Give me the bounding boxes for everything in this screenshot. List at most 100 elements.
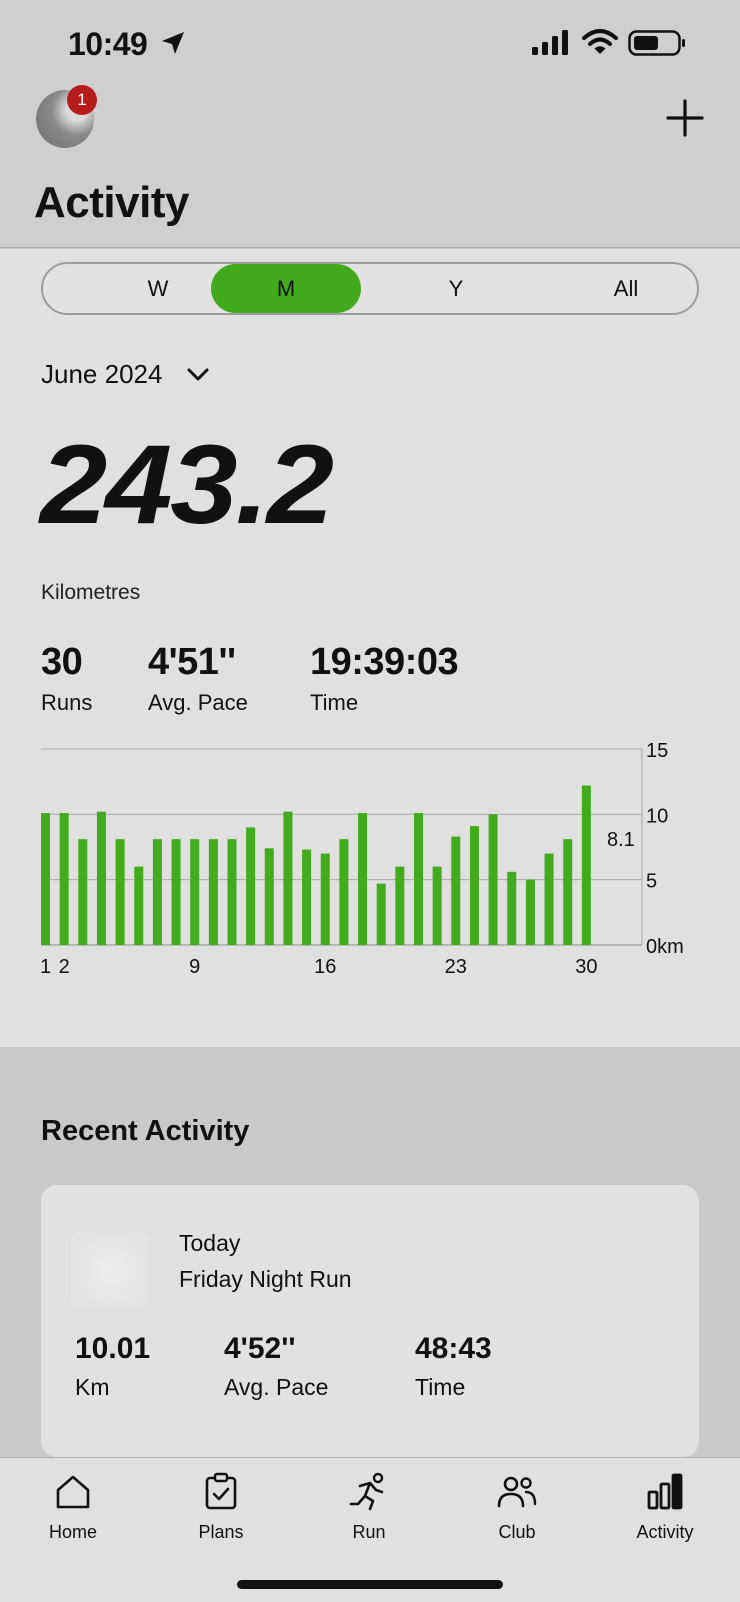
chart-bar — [432, 866, 442, 945]
chart-x-tick-label: 1 — [40, 956, 51, 978]
activity-time: 48:43 Time — [415, 1332, 492, 1401]
pace-stat: 4'51'' Avg. Pace — [148, 641, 248, 716]
chart-bar — [395, 866, 405, 945]
tab-year[interactable]: Y — [448, 276, 464, 301]
chart-bar — [246, 827, 256, 945]
time-value: 19:39:03 — [310, 641, 459, 683]
chart-x-tick-label: 23 — [445, 956, 467, 978]
chart-bar — [339, 839, 349, 945]
chart-bar — [320, 853, 330, 945]
bar-chart-icon — [647, 1473, 683, 1510]
nav-home[interactable]: Home — [13, 1472, 133, 1543]
time-stat: 19:39:03 Time — [310, 641, 459, 716]
chart-x-tick-label: 2 — [59, 956, 70, 978]
chart-y-tick-label: 5 — [646, 871, 657, 893]
chart-bar — [227, 839, 237, 945]
page-title: Activity — [34, 178, 189, 227]
nav-plans-label: Plans — [198, 1522, 244, 1542]
clipboard-check-icon — [205, 1472, 237, 1510]
nav-plans[interactable]: Plans — [161, 1472, 281, 1543]
bottom-tab-bar: Home Plans Run Club Activity — [0, 1457, 740, 1602]
chart-bar — [134, 866, 144, 945]
pace-label: Avg. Pace — [148, 690, 248, 715]
recent-activity-title: Recent Activity — [41, 1115, 250, 1147]
total-distance: 243.2 — [40, 422, 334, 547]
activity-distance-label: Km — [75, 1374, 110, 1400]
nav-club-label: Club — [498, 1522, 536, 1542]
chart-bar — [96, 811, 106, 945]
tab-month[interactable]: M — [211, 264, 361, 313]
nav-run-label: Run — [352, 1522, 386, 1542]
chart-y-tick-label: 15 — [646, 740, 668, 762]
header: 10:49 1 Activity — [0, 0, 740, 248]
chart-y-tick-label: 10 — [646, 805, 668, 827]
activity-pace: 4'52'' Avg. Pace — [224, 1332, 328, 1401]
monthly-distance-chart: 15 10 5 0km 8.1 1 2 9 16 23 30 — [40, 740, 684, 978]
activity-date: Today — [179, 1230, 241, 1256]
runs-stat: 30 Runs — [41, 641, 92, 716]
activity-time-label: Time — [415, 1374, 466, 1400]
chart-bar — [171, 839, 181, 945]
time-label: Time — [310, 690, 359, 715]
chart-bar — [563, 839, 573, 945]
activity-summary: W M Y All June 2024 243.2 Kilometres 30 … — [0, 249, 740, 1047]
chart-bar — [78, 839, 88, 945]
distance-unit: Kilometres — [41, 581, 141, 604]
chart-bar — [525, 879, 535, 945]
nav-run[interactable]: Run — [309, 1472, 429, 1543]
chart-bar — [152, 839, 162, 945]
chart-bar — [115, 839, 125, 945]
tab-all[interactable]: All — [613, 276, 639, 301]
cellular-signal-icon — [532, 30, 568, 55]
people-icon — [497, 1476, 537, 1508]
chart-x-tick-label: 30 — [575, 956, 597, 978]
nav-activity[interactable]: Activity — [605, 1472, 725, 1543]
activity-pace-value: 4'52'' — [224, 1332, 296, 1365]
recent-activity-card[interactable]: Today Friday Night Run 10.01 Km 4'52'' A… — [41, 1185, 699, 1457]
chart-bar — [283, 811, 293, 945]
runs-label: Runs — [41, 690, 93, 715]
chart-y-tick-label: 0km — [646, 936, 684, 958]
chart-bar — [414, 813, 423, 945]
status-time: 10:49 — [68, 26, 148, 62]
chart-bar — [376, 883, 386, 945]
chart-average-label: 8.1 — [607, 829, 635, 851]
activity-time-value: 48:43 — [415, 1332, 492, 1365]
battery-icon — [628, 30, 685, 56]
chart-bar — [59, 813, 69, 945]
chevron-down-icon[interactable] — [186, 366, 210, 382]
nav-activity-label: Activity — [636, 1522, 694, 1542]
nav-home-label: Home — [48, 1522, 97, 1542]
chart-x-tick-label: 9 — [189, 956, 200, 978]
activity-pace-label: Avg. Pace — [224, 1374, 329, 1400]
home-icon — [56, 1475, 90, 1509]
chart-bar — [190, 839, 200, 945]
runs-value: 30 — [41, 641, 83, 683]
notification-badge: 1 — [67, 85, 97, 115]
pace-value: 4'51'' — [148, 641, 236, 683]
chart-bar — [507, 871, 517, 945]
chart-x-tick-label: 16 — [314, 956, 336, 978]
chart-bar — [208, 839, 218, 945]
chart-bar — [488, 814, 498, 945]
chart-bar — [451, 836, 461, 945]
route-map-thumbnail — [71, 1231, 149, 1309]
runner-icon — [349, 1472, 384, 1511]
chart-bar — [358, 813, 368, 945]
chart-bar — [41, 813, 50, 945]
add-plus-icon[interactable] — [664, 97, 706, 139]
chart-bar — [544, 853, 554, 945]
chart-bar — [264, 848, 274, 945]
chart-bar — [581, 785, 591, 945]
activity-distance-value: 10.01 — [75, 1332, 151, 1365]
activity-name: Friday Night Run — [179, 1266, 352, 1292]
wifi-icon — [582, 29, 618, 54]
chart-bar — [469, 826, 479, 945]
home-indicator — [237, 1580, 503, 1589]
period-selector[interactable]: June 2024 — [41, 359, 163, 389]
tab-week[interactable]: W — [147, 276, 169, 301]
location-arrow-icon — [162, 32, 184, 54]
chart-bar — [302, 849, 312, 945]
nav-club[interactable]: Club — [457, 1472, 577, 1543]
period-segmented-control: W M Y All — [41, 262, 699, 315]
